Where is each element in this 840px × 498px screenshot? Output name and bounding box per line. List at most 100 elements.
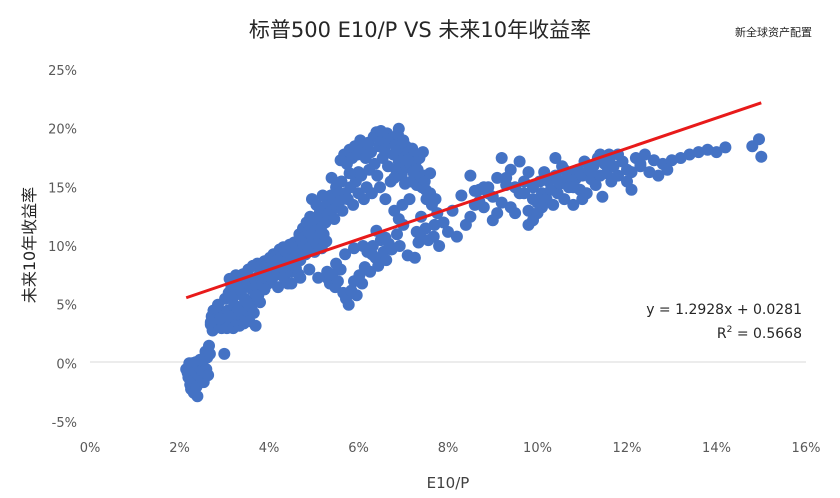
data-point bbox=[350, 289, 363, 302]
data-point bbox=[621, 175, 633, 188]
data-point bbox=[392, 122, 405, 135]
data-point bbox=[347, 198, 360, 211]
data-point bbox=[464, 169, 477, 182]
r-squared-text: R2 = 0.5668 bbox=[646, 320, 802, 344]
data-point bbox=[247, 306, 260, 319]
data-point bbox=[547, 198, 560, 211]
data-point bbox=[240, 296, 253, 309]
data-point bbox=[495, 196, 508, 209]
x-tick-label: 16% bbox=[792, 441, 821, 456]
data-point bbox=[719, 141, 732, 154]
trendline-equation: y = 1.2928x + 0.0281 R2 = 0.5668 bbox=[646, 300, 802, 344]
data-point bbox=[204, 316, 217, 329]
data-point bbox=[477, 181, 490, 194]
data-point bbox=[612, 169, 624, 182]
y-ticks: 25% 20% 15% 10% 5% 0% -5% bbox=[48, 64, 77, 431]
y-tick-label: 10% bbox=[48, 240, 77, 255]
data-point bbox=[567, 181, 580, 194]
data-point bbox=[755, 150, 768, 163]
data-point bbox=[202, 369, 215, 382]
data-point bbox=[335, 175, 348, 188]
data-point bbox=[343, 167, 356, 180]
data-point bbox=[218, 347, 231, 360]
data-point bbox=[258, 283, 271, 296]
data-point bbox=[379, 231, 392, 244]
data-point bbox=[433, 240, 446, 252]
x-ticks: 0% 2% 4% 6% 8% 10% 12% 14% 16% bbox=[80, 441, 821, 456]
y-tick-label: 20% bbox=[48, 123, 77, 138]
chart-title: 标普500 E10/P VS 未来10年收益率 bbox=[248, 18, 592, 42]
data-point bbox=[455, 189, 468, 202]
y-tick-label: -5% bbox=[52, 416, 77, 431]
data-point bbox=[424, 167, 437, 180]
data-point bbox=[191, 390, 204, 403]
data-point bbox=[320, 235, 333, 248]
data-point bbox=[710, 146, 723, 159]
x-tick-label: 4% bbox=[259, 441, 280, 456]
data-point bbox=[249, 319, 262, 332]
data-point bbox=[408, 251, 421, 264]
data-point bbox=[585, 166, 598, 179]
y-tick-label: 0% bbox=[56, 357, 77, 372]
source-note: 新全球资产配置 bbox=[735, 26, 812, 39]
data-point bbox=[331, 275, 344, 288]
data-point bbox=[450, 230, 463, 243]
data-point bbox=[361, 137, 374, 150]
data-point bbox=[491, 171, 504, 184]
data-point bbox=[495, 152, 508, 164]
data-point bbox=[410, 225, 423, 238]
data-point bbox=[652, 169, 665, 182]
x-tick-label: 6% bbox=[348, 441, 369, 456]
data-point bbox=[312, 271, 325, 284]
data-point bbox=[316, 189, 329, 202]
data-point bbox=[558, 193, 571, 206]
data-point bbox=[388, 171, 401, 184]
data-point bbox=[522, 218, 535, 231]
x-tick-label: 14% bbox=[702, 441, 731, 456]
data-point bbox=[603, 154, 616, 167]
r2-superscript: 2 bbox=[726, 325, 733, 335]
data-points bbox=[180, 122, 768, 403]
data-point bbox=[504, 201, 517, 214]
data-point bbox=[427, 230, 440, 243]
data-point bbox=[371, 169, 384, 182]
data-point bbox=[391, 228, 403, 241]
data-point bbox=[589, 179, 602, 191]
data-point bbox=[339, 248, 352, 261]
data-point bbox=[429, 193, 442, 206]
r2-label: R bbox=[716, 326, 727, 342]
y-tick-label: 5% bbox=[56, 299, 77, 314]
y-tick-label: 25% bbox=[48, 64, 77, 79]
data-point bbox=[249, 289, 262, 302]
data-point bbox=[285, 277, 298, 290]
data-point bbox=[500, 171, 513, 184]
trendline bbox=[185, 101, 762, 300]
data-point bbox=[330, 257, 343, 270]
data-point bbox=[683, 148, 696, 161]
x-tick-label: 12% bbox=[613, 441, 642, 456]
data-point bbox=[661, 163, 674, 176]
data-point bbox=[513, 187, 526, 200]
r2-value: = 0.5668 bbox=[732, 326, 802, 342]
data-point bbox=[464, 210, 477, 223]
data-point bbox=[625, 166, 638, 179]
data-point bbox=[379, 193, 392, 206]
data-point bbox=[203, 347, 216, 360]
data-point bbox=[374, 125, 387, 137]
x-tick-label: 8% bbox=[438, 441, 459, 456]
data-point bbox=[334, 154, 347, 167]
data-point bbox=[522, 204, 535, 217]
data-point bbox=[753, 133, 765, 146]
data-point bbox=[374, 181, 386, 194]
data-point bbox=[231, 304, 244, 317]
data-point bbox=[638, 148, 651, 161]
data-point bbox=[416, 146, 429, 159]
data-point bbox=[342, 298, 355, 311]
data-point bbox=[486, 214, 499, 227]
x-axis-label: E10/P bbox=[426, 474, 470, 492]
data-point bbox=[213, 312, 226, 325]
data-point bbox=[468, 184, 481, 197]
data-point bbox=[576, 193, 589, 206]
data-point bbox=[336, 204, 349, 217]
data-point bbox=[692, 146, 705, 159]
